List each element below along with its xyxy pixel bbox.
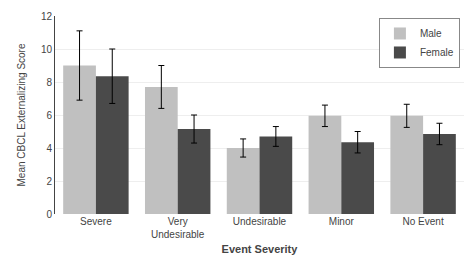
- svg-text:Event Severity: Event Severity: [222, 243, 299, 255]
- svg-text:Undesirable: Undesirable: [233, 216, 287, 227]
- svg-text:12: 12: [41, 11, 53, 22]
- svg-text:VeryUndesirable: VeryUndesirable: [151, 216, 205, 240]
- svg-text:0: 0: [46, 209, 52, 220]
- svg-text:6: 6: [46, 110, 52, 121]
- svg-text:Male: Male: [420, 28, 442, 39]
- svg-text:Mean CBCL Externalizing Score: Mean CBCL Externalizing Score: [16, 43, 27, 186]
- svg-text:Female: Female: [420, 47, 454, 58]
- svg-text:10: 10: [41, 44, 53, 55]
- svg-text:2: 2: [46, 176, 52, 187]
- svg-text:No Event: No Event: [403, 216, 444, 227]
- svg-text:Minor: Minor: [329, 216, 355, 227]
- svg-text:4: 4: [46, 143, 52, 154]
- svg-text:Severe: Severe: [80, 216, 112, 227]
- svg-text:8: 8: [46, 77, 52, 88]
